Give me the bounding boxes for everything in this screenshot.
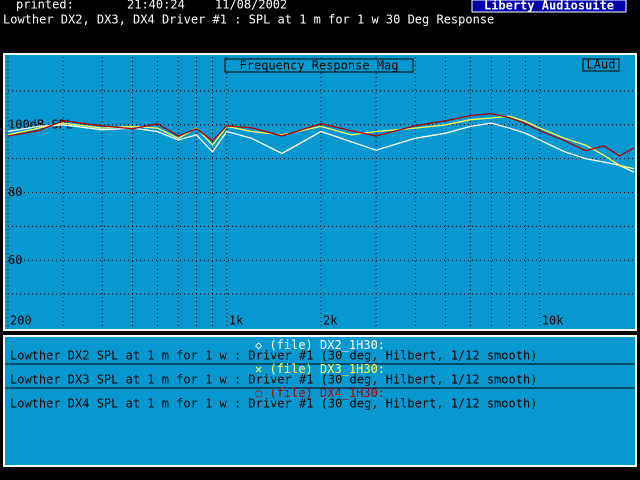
- series-line: [7, 112, 635, 157]
- subtitle: Lowther DX2, DX3, DX4 Driver #1 : SPL at…: [3, 13, 494, 27]
- legend-description: Lowther DX2 SPL at 1 m for 1 w : Driver …: [10, 349, 537, 363]
- x-tick-label: 10k: [542, 314, 564, 328]
- legend-description: Lowther DX3 SPL at 1 m for 1 w : Driver …: [10, 373, 537, 387]
- legend-panel: [3, 335, 637, 467]
- app-name: Liberty Audiosuite: [484, 0, 614, 13]
- legend-name: (file) DX3_1H30:: [269, 362, 385, 376]
- legend-symbol: ○: [255, 386, 262, 400]
- legend-symbol: ◇: [255, 338, 263, 352]
- printed-label: printed:: [16, 0, 74, 12]
- legend-entry: ◇ (file) DX2_1H30:: [255, 338, 385, 352]
- y-tick-label: 60: [8, 253, 22, 267]
- y-tick-label: 100dB SPL: [8, 117, 73, 131]
- legend-name: (file) DX2_1H30:: [269, 338, 385, 352]
- chart-title: Frequency Response Mag: [240, 59, 399, 73]
- series-line: [7, 122, 635, 173]
- x-tick-label: 200: [10, 314, 32, 328]
- legend-description: Lowther DX4 SPL at 1 m for 1 w : Driver …: [10, 397, 537, 411]
- legend-name: (file) DX4_1H30:: [269, 386, 385, 400]
- title-box: [224, 58, 414, 73]
- legend-entry: ○ (file) DX4_1H30:: [255, 386, 385, 400]
- date: 11/08/2002: [215, 0, 287, 12]
- x-tick-label: 1k: [229, 314, 244, 328]
- tag-box: [582, 58, 620, 72]
- app-badge: [471, 0, 627, 13]
- legend-entry: ✕ (file) DX3_1H30:: [255, 362, 385, 376]
- time: 21:40:24: [127, 0, 185, 12]
- x-tick-label: 2k: [323, 314, 338, 328]
- y-tick-label: 80: [8, 185, 22, 199]
- legend-symbol: ✕: [255, 362, 262, 376]
- chart-tag: LAud: [587, 58, 616, 72]
